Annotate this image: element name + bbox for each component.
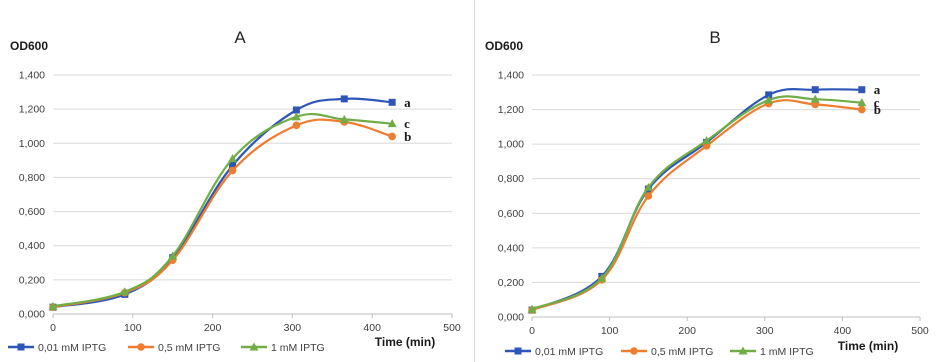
series-line [531, 99, 862, 312]
series-end-label: c [404, 116, 410, 131]
y-tick-label: 1,000 [19, 138, 45, 150]
data-point-square [292, 106, 300, 114]
data-point-square [340, 95, 348, 103]
data-point-triangle [387, 119, 397, 128]
data-point-circle [630, 347, 638, 355]
legend-label: 0,01 mM IPTG [38, 342, 106, 354]
x-tick-label: 400 [363, 322, 381, 334]
x-axis-label: Time (min) [838, 339, 898, 353]
legend-item: 0,01 mM IPTG [8, 342, 106, 354]
data-point-circle [228, 166, 237, 175]
legend-item: 0,5 mM IPTG [128, 342, 220, 354]
data-point-square [811, 86, 819, 94]
data-point-triangle [527, 304, 537, 313]
series-circle [528, 99, 866, 314]
x-tick-label: 200 [678, 325, 696, 337]
data-point-triangle [738, 346, 748, 355]
data-point-triangle [339, 114, 349, 123]
data-point-square [17, 343, 25, 351]
y-tick-label: 0,000 [498, 312, 524, 324]
x-tick-label: 100 [601, 325, 619, 337]
data-point-circle [858, 105, 866, 114]
y-tick-label: 0,800 [498, 173, 524, 185]
y-axis-label: OD600 [485, 39, 523, 53]
data-point-square [229, 161, 237, 169]
x-tick-label: 300 [756, 325, 774, 337]
series-line [531, 87, 862, 312]
series-line [531, 95, 862, 311]
x-tick-label: 500 [911, 325, 929, 337]
legend-label: 0,01 mM IPTG [535, 346, 603, 358]
y-tick-label: 0,200 [498, 277, 524, 289]
y-tick-label: 1,200 [19, 104, 45, 116]
data-point-square [514, 347, 522, 355]
x-tick-label: 200 [204, 322, 222, 334]
y-tick-label: 0,400 [19, 240, 45, 252]
data-point-square [388, 98, 396, 106]
data-point-triangle [857, 98, 867, 107]
series-triangle [527, 94, 867, 313]
y-tick-label: 0,800 [19, 172, 45, 184]
y-tick-label: 1,000 [498, 139, 524, 151]
y-tick-label: 0,000 [19, 309, 45, 321]
legend-item: 1 mM IPTG [730, 346, 814, 358]
series-line [52, 97, 393, 309]
x-tick-label: 0 [529, 325, 535, 337]
legend-item: 1 mM IPTG [241, 342, 325, 354]
y-tick-label: 1,400 [19, 70, 45, 82]
data-point-square [858, 86, 866, 94]
chart-title: B [709, 28, 720, 47]
data-point-triangle [48, 301, 58, 310]
legend-label: 0,5 mM IPTG [651, 346, 713, 358]
legend-label: 1 mM IPTG [760, 346, 814, 358]
chart-title: A [234, 28, 246, 47]
y-tick-label: 0,400 [498, 242, 524, 254]
data-point-circle [644, 192, 653, 200]
series-end-label: b [874, 102, 881, 117]
y-tick-label: 1,200 [498, 104, 524, 116]
y-tick-label: 0,600 [19, 206, 45, 218]
series-circle [49, 118, 396, 311]
series-end-label: a [874, 82, 881, 97]
data-point-triangle [291, 112, 301, 121]
data-point-triangle [597, 273, 607, 282]
data-point-triangle [120, 287, 130, 296]
x-tick-label: 400 [834, 325, 852, 337]
y-tick-label: 0,200 [19, 274, 45, 286]
series-end-label: a [404, 95, 411, 110]
y-axis-label: OD600 [10, 39, 48, 53]
data-point-circle [137, 343, 145, 351]
data-point-circle [388, 132, 396, 141]
series-square [528, 86, 866, 314]
data-point-triangle [810, 94, 820, 103]
chart-b-svg: 0,000 0,200 0,400 0,600 0,800 1,000 1,200 1,400… [485, 28, 929, 358]
chart-panel-a: 0,000 0,200 0,400 0,600 0,800 1,000 1,200 1,400… [0, 0, 466, 362]
data-point-triangle [764, 95, 774, 104]
legend-item: 0,01 mM IPTG [505, 346, 603, 358]
legend-label: 0,5 mM IPTG [158, 342, 220, 354]
legend-item: 0,5 mM IPTG [621, 346, 713, 358]
x-tick-label: 0 [50, 322, 56, 334]
x-tick-label: 100 [124, 322, 142, 334]
y-tick-label: 0,600 [498, 208, 524, 220]
series-triangle [48, 112, 397, 310]
legend-label: 1 mM IPTG [271, 342, 325, 354]
chart-panel-b: 0,000 0,200 0,400 0,600 0,800 1,000 1,200 1,400… [474, 0, 938, 362]
series-end-label: b [404, 129, 411, 144]
data-point-circle [292, 121, 301, 130]
series-end-label: c [874, 95, 880, 110]
x-axis-label: Time (min) [375, 335, 435, 349]
x-tick-label: 300 [284, 322, 302, 334]
y-tick-label: 1,400 [498, 70, 524, 82]
x-tick-label: 500 [443, 322, 461, 334]
data-point-square [765, 91, 773, 99]
data-point-triangle [643, 182, 653, 191]
chart-a-svg: 0,000 0,200 0,400 0,600 0,800 1,000 1,200 1,400… [8, 28, 461, 354]
series-line [52, 118, 393, 309]
data-point-triangle [168, 251, 178, 260]
data-point-triangle [249, 342, 259, 351]
data-point-triangle [228, 154, 238, 163]
series-square [49, 95, 396, 311]
data-point-triangle [702, 136, 712, 145]
